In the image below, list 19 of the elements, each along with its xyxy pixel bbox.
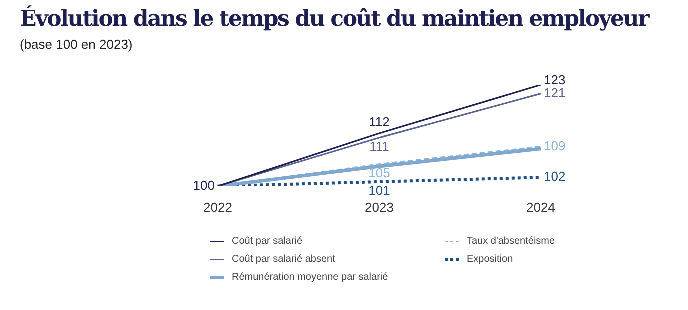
legend-label: Taux d'absentéisme: [467, 236, 556, 247]
data-label: 111: [370, 138, 390, 154]
x-tick-label: 2022: [204, 200, 232, 215]
data-label: 100: [193, 178, 215, 193]
legend-label: Rémunération moyenne par salarié: [232, 272, 388, 283]
x-tick-label: 2024: [526, 200, 556, 215]
legend-label: Coût par salarié absent: [232, 254, 336, 265]
data-label: 102: [544, 169, 566, 184]
data-label: 121: [544, 85, 566, 100]
legend-label: Exposition: [467, 254, 514, 265]
data-label: 105: [368, 165, 390, 180]
chart-subtitle: (base 100 en 2023): [20, 37, 133, 52]
data-label: 123: [544, 72, 566, 88]
data-label: 109: [544, 138, 566, 154]
x-tick-label: 2023: [365, 200, 394, 215]
data-label: 101: [368, 183, 390, 198]
legend-label: Coût par salarié: [232, 236, 303, 247]
chart-title: Évolution dans le temps du coût du maintien employeur: [20, 6, 648, 32]
data-label: 112: [369, 114, 390, 130]
